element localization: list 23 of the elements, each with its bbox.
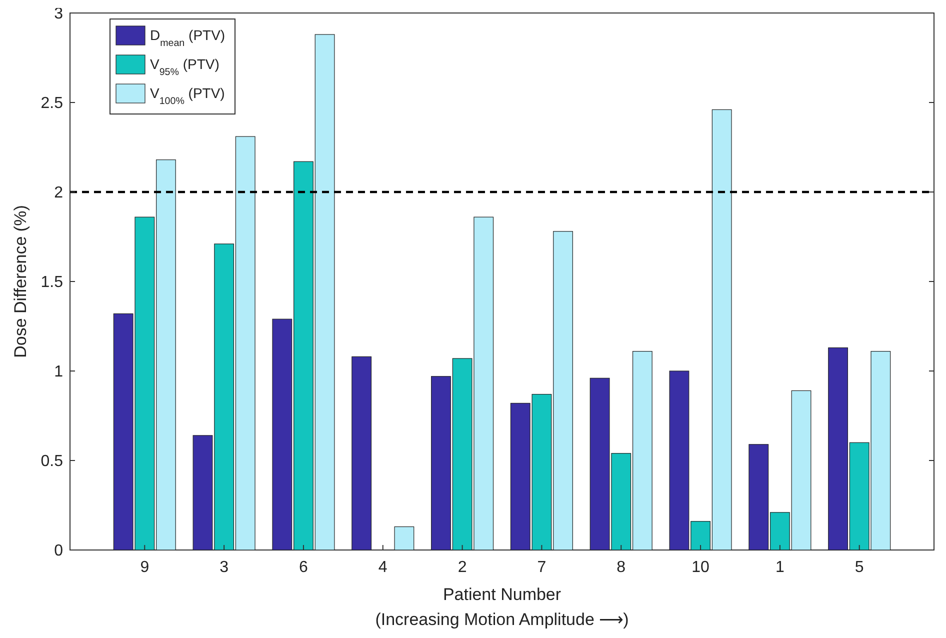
x-tick-label: 8: [616, 559, 626, 576]
legend-label: V$_{95%}$ (PTV): [150, 56, 220, 78]
x-tick-label: 2: [458, 559, 467, 576]
y-tick-label: 1.5: [40, 274, 64, 292]
x-tick-label: 10: [692, 559, 710, 576]
y-axis-title: Dose Difference (%): [11, 205, 30, 358]
y-tick-label: 2: [54, 184, 64, 202]
bar: [394, 526, 414, 550]
x-tick-label: 7: [537, 559, 546, 576]
x-tick-label: 5: [854, 559, 864, 576]
x-axis-title: Patient Number (Increasing Motion Amplitude ⟶): [375, 585, 629, 629]
y-tick-label: 0: [54, 542, 64, 560]
x-tick-label: 9: [140, 559, 150, 576]
bar: [352, 356, 372, 550]
x-tick-label: 1: [775, 559, 784, 576]
y-tick-label: 1: [54, 364, 64, 381]
y-tick-label: 0.5: [40, 453, 64, 470]
x-tick-label: 3: [220, 559, 229, 576]
legend-label: V$_{100%}$ (PTV): [150, 85, 225, 106]
y-tick-label: 2.5: [40, 95, 64, 112]
legend-label: D$_{mean}$ (PTV): [150, 27, 226, 48]
x-tick-label: 6: [299, 559, 308, 576]
x-tick-label: 4: [378, 559, 388, 576]
